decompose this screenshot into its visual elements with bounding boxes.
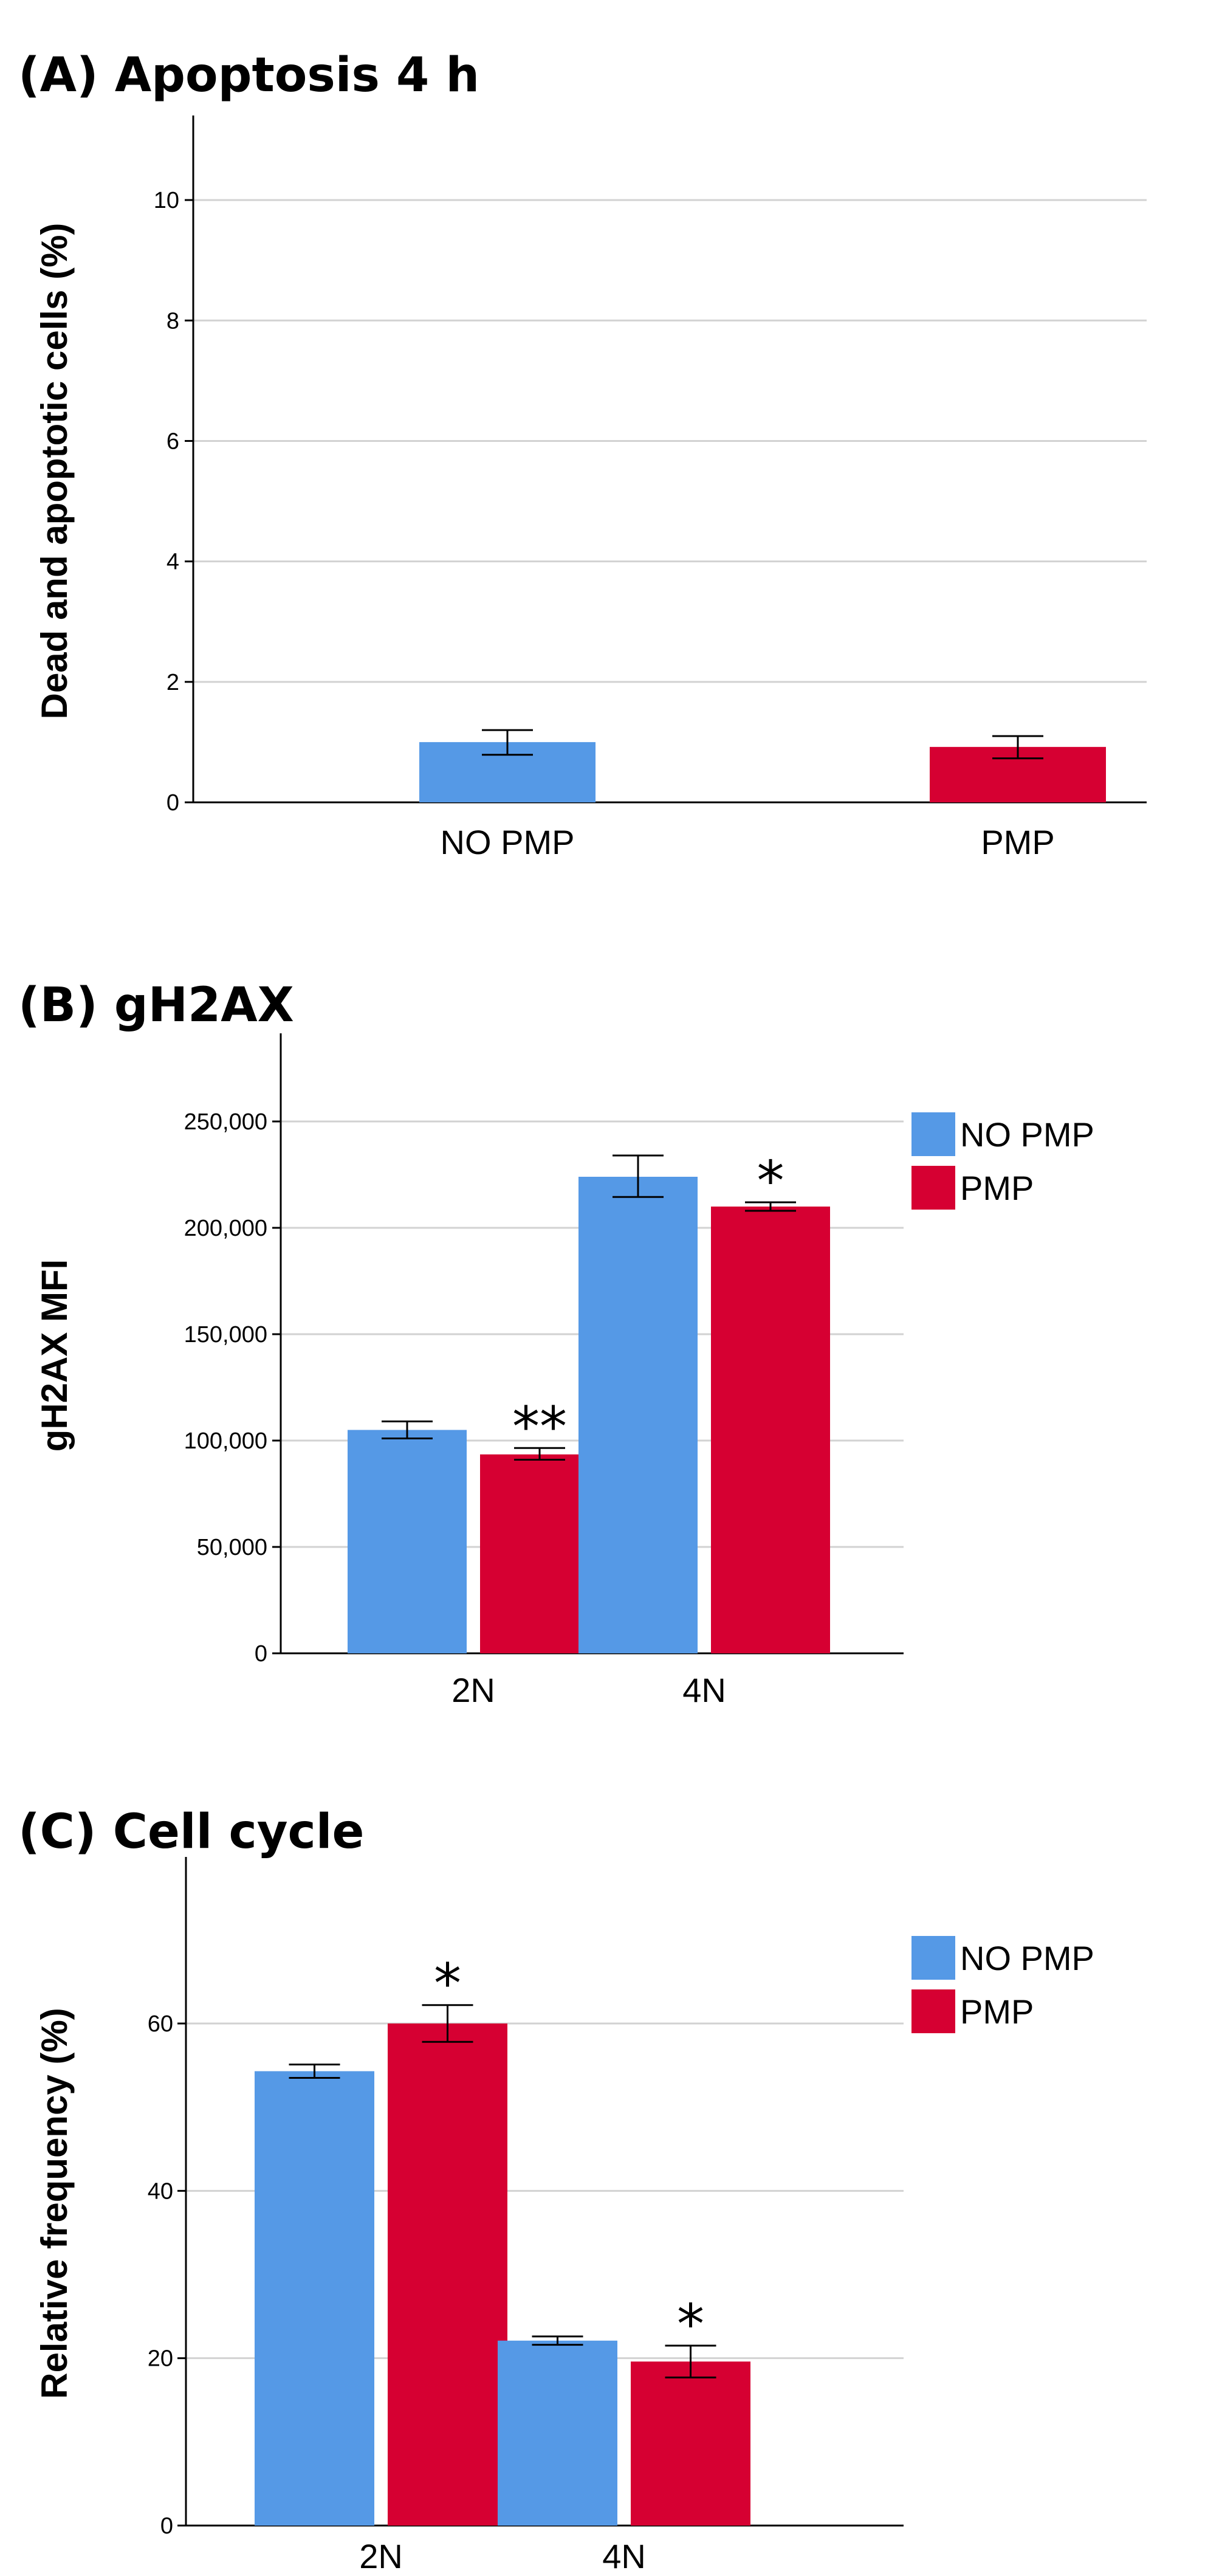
bar xyxy=(631,2361,750,2526)
y-tick-label: 100,000 xyxy=(184,1428,267,1454)
y-tick-label: 40 xyxy=(148,2178,173,2204)
y-tick-label: 6 xyxy=(166,429,179,454)
legend-label: NO PMP xyxy=(960,1939,1094,1977)
y-tick-label: 200,000 xyxy=(184,1216,267,1241)
x-category-label: NO PMP xyxy=(441,823,575,861)
y-tick-label: 0 xyxy=(255,1641,267,1667)
y-tick-label: 60 xyxy=(148,2011,173,2037)
legend-swatch xyxy=(911,1112,955,1156)
y-axis-label: gH2AX MFI xyxy=(34,1259,75,1452)
legend-swatch xyxy=(911,1989,955,2033)
y-axis-label: Dead and apoptotic cells (%) xyxy=(34,223,75,720)
y-tick-label: 2 xyxy=(166,670,179,695)
panel-c-title: (C) Cell cycle xyxy=(18,1805,364,1859)
bar xyxy=(578,1177,698,1653)
bar xyxy=(255,2071,374,2526)
panel-a-title: (A) Apoptosis 4 h xyxy=(18,48,479,103)
bar xyxy=(348,1430,467,1653)
x-category-label: 2N xyxy=(359,2537,403,2575)
y-tick-label: 0 xyxy=(160,2513,173,2539)
y-tick-label: 10 xyxy=(154,188,179,213)
panel-a-apoptosis: (A) Apoptosis 4 h 0 2 4 6 8 10 Dead and apopto… xyxy=(18,48,1147,861)
significance-marker: * xyxy=(434,1952,461,2016)
legend-swatch xyxy=(911,1166,955,1210)
significance-marker: ** xyxy=(512,1395,567,1459)
significance-marker: * xyxy=(677,2293,704,2357)
significance-marker: * xyxy=(757,1149,784,1213)
bar xyxy=(711,1207,830,1653)
legend-label: PMP xyxy=(960,1169,1034,1207)
y-tick-label: 4 xyxy=(166,549,179,575)
y-tick-label: 150,000 xyxy=(184,1322,267,1348)
legend-label: PMP xyxy=(960,1992,1034,2031)
panel-c-cell-cycle: (C) Cell cycle 0 20 40 60 Relative frequency… xyxy=(18,1805,1094,2575)
y-axis-label: Relative frequency (%) xyxy=(34,2008,75,2399)
bar xyxy=(388,2023,507,2526)
x-category-label: 4N xyxy=(602,2537,646,2575)
x-category-label: 2N xyxy=(451,1671,495,1709)
bar xyxy=(498,2340,617,2526)
legend-label: NO PMP xyxy=(960,1115,1094,1154)
x-category-label: PMP xyxy=(981,823,1054,861)
x-category-label: 4N xyxy=(682,1671,726,1709)
y-tick-label: 50,000 xyxy=(197,1535,267,1560)
panel-b-gh2ax: (B) gH2AX 0 50,000 100,000 150,000 200,000 25… xyxy=(18,978,1094,1709)
panel-b-title: (B) gH2AX xyxy=(18,978,294,1033)
legend-swatch xyxy=(911,1936,955,1980)
y-tick-label: 8 xyxy=(166,308,179,334)
y-tick-label: 0 xyxy=(166,790,179,816)
y-tick-label: 20 xyxy=(148,2346,173,2372)
y-tick-label: 250,000 xyxy=(184,1109,267,1135)
